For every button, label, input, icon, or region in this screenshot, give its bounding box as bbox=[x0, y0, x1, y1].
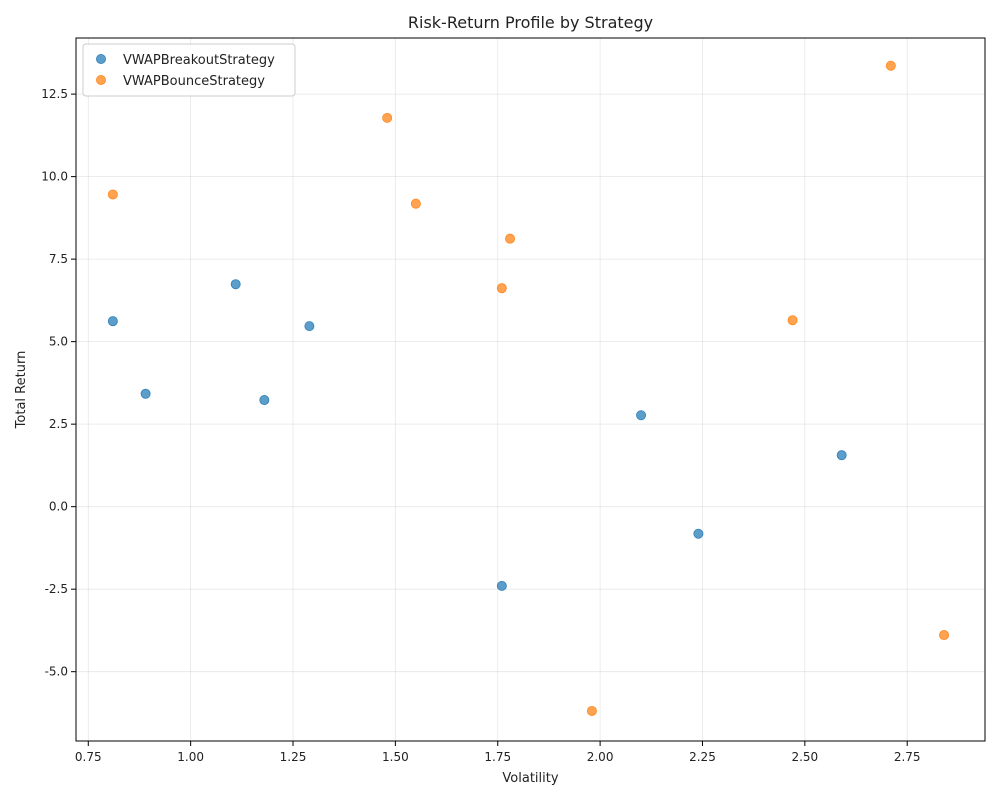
plot-frame bbox=[75, 37, 986, 742]
data-point-series-1 bbox=[304, 321, 315, 332]
y-axis-label: Total Return bbox=[14, 351, 29, 430]
x-tick-label: 1.50 bbox=[382, 750, 409, 764]
data-point-series-2 bbox=[787, 315, 798, 326]
data-point-series-1 bbox=[496, 580, 507, 591]
data-points bbox=[107, 60, 950, 716]
data-point-series-2 bbox=[885, 60, 896, 71]
x-tick-label: 2.50 bbox=[791, 750, 818, 764]
x-tick-label: 0.75 bbox=[75, 750, 102, 764]
data-point-series-2 bbox=[939, 630, 950, 641]
legend-label: VWAPBounceStrategy bbox=[123, 74, 265, 89]
data-point-series-1 bbox=[836, 450, 847, 461]
data-point-series-2 bbox=[382, 112, 393, 123]
legend-box bbox=[82, 43, 296, 97]
legend-marker bbox=[96, 75, 107, 86]
legend-marker bbox=[96, 54, 107, 65]
x-tick-label: 1.00 bbox=[177, 750, 204, 764]
y-axis-ticks: -5.0 -2.5 0.0 2.5 5.0 7.5 10.0 12.5 bbox=[41, 87, 76, 679]
y-tick-label: 7.5 bbox=[49, 252, 68, 266]
data-point-series-2 bbox=[586, 705, 597, 716]
x-tick-label: 2.75 bbox=[894, 750, 921, 764]
x-tick-label: 1.75 bbox=[484, 750, 511, 764]
y-tick-label: -2.5 bbox=[45, 582, 68, 596]
data-point-series-1 bbox=[107, 316, 118, 327]
y-tick-label: 0.0 bbox=[49, 500, 68, 514]
x-axis-label: Volatility bbox=[502, 771, 558, 786]
x-tick-label: 1.25 bbox=[280, 750, 307, 764]
x-tick-label: 2.25 bbox=[689, 750, 716, 764]
y-tick-label: 5.0 bbox=[49, 335, 68, 349]
data-point-series-1 bbox=[259, 395, 270, 406]
legend-label: VWAPBreakoutStrategy bbox=[123, 53, 275, 68]
data-point-series-1 bbox=[693, 528, 704, 539]
x-tick-label: 2.00 bbox=[587, 750, 614, 764]
y-tick-label: 12.5 bbox=[41, 87, 68, 101]
data-point-series-2 bbox=[410, 198, 421, 209]
data-point-series-1 bbox=[140, 388, 151, 399]
data-point-series-1 bbox=[230, 279, 241, 290]
x-axis-ticks: 0.75 1.00 1.25 1.50 1.75 2.00 2.25 2.50 2.75 bbox=[75, 741, 921, 764]
data-point-series-2 bbox=[107, 189, 118, 200]
chart-title: Risk-Return Profile by Strategy bbox=[408, 13, 653, 32]
data-point-series-2 bbox=[496, 283, 507, 294]
y-tick-label: 2.5 bbox=[49, 417, 68, 431]
data-point-series-2 bbox=[505, 233, 516, 244]
data-point-series-1 bbox=[636, 410, 647, 421]
y-tick-label: 10.0 bbox=[41, 170, 68, 184]
legend: VWAPBreakoutStrategy VWAPBounceStrategy bbox=[82, 43, 296, 97]
y-tick-label: -5.0 bbox=[45, 665, 68, 679]
grid bbox=[76, 38, 985, 741]
